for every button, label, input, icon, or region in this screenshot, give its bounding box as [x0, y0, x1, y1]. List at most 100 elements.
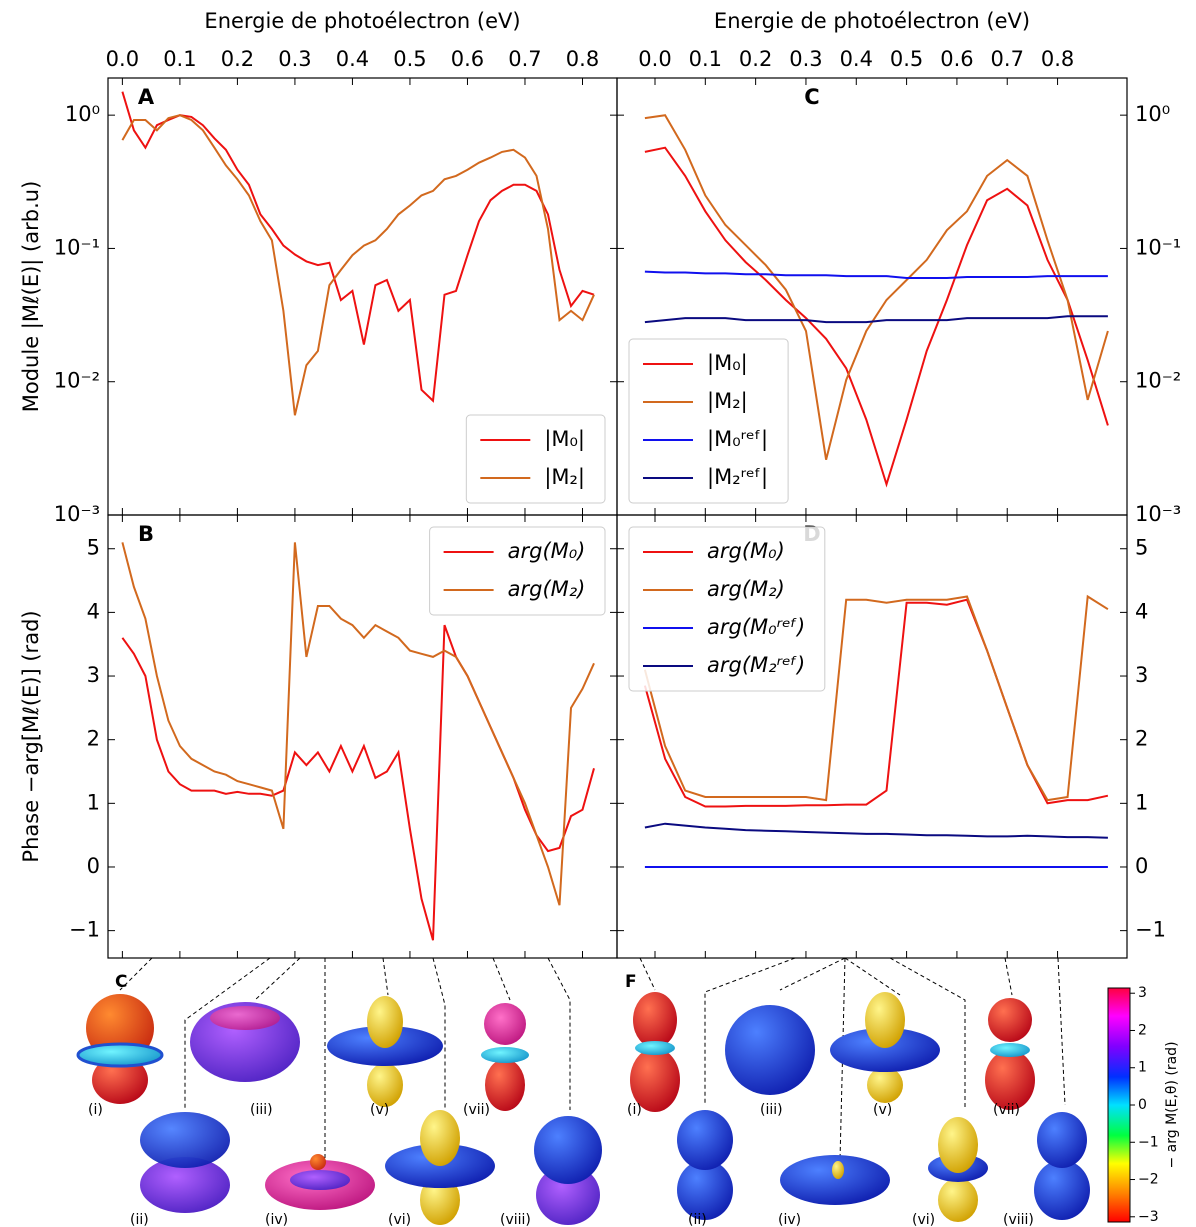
x-axis-label: Energie de photoélectron (eV): [204, 9, 520, 33]
y-tick-label: 10⁰: [1135, 102, 1170, 126]
y-tick-label: 5: [87, 536, 100, 560]
x-tick-label: 0.5: [393, 47, 426, 71]
inset-label: (i): [88, 1102, 103, 1118]
data-line: [121, 542, 595, 906]
legend-frame: [465, 414, 606, 504]
legend-label: arg(M₀): [508, 539, 586, 563]
panel-label: A: [138, 85, 155, 109]
inset-label: (vi): [912, 1212, 935, 1227]
legend-label: |M₂|: [544, 465, 585, 490]
inset-label: (iv): [265, 1212, 288, 1227]
y-axis-label: Phase −arg[Mℓ(E)] (rad): [19, 610, 43, 862]
inset-panel-label: F: [625, 972, 637, 992]
y-tick-label: 4: [1135, 599, 1148, 623]
y-tick-label: 10⁻³: [54, 502, 100, 526]
y-axis-label: Module |Mℓ(E)| (arb.u): [19, 181, 44, 413]
colorbar-label: − arg M(E,θ) (rad): [1164, 1041, 1180, 1168]
y-tick-label: 0: [87, 854, 100, 878]
inset-label: (ii): [688, 1212, 707, 1227]
y-tick-label: 1: [87, 790, 100, 814]
colorbar-tick-label: 1: [1138, 1060, 1147, 1076]
x-tick-label: 0.1: [163, 47, 196, 71]
y-tick-label: 10⁻¹: [54, 235, 100, 259]
inset-label: (vii): [463, 1102, 490, 1118]
inset-label: (viii): [1003, 1212, 1034, 1227]
data-line: [644, 822, 1108, 839]
x-tick-label: 0.2: [221, 47, 254, 71]
inset-label: (ii): [130, 1212, 149, 1227]
legend-label: |M₀ʳᵉᶠ|: [707, 427, 768, 452]
legend-label: arg(M₀): [707, 539, 785, 563]
x-tick-label: 0.7: [508, 47, 541, 71]
x-tick-label: 0.8: [566, 47, 599, 71]
inset-panel-label: C: [115, 972, 127, 992]
x-tick-label: 0.6: [451, 47, 484, 71]
colorbar-tick-label: −1: [1138, 1134, 1159, 1150]
y-tick-label: 5: [1135, 536, 1148, 560]
colorbar: [1107, 987, 1131, 1223]
legend-frame: [628, 338, 789, 504]
legend: |M₀| |M₂|: [465, 414, 606, 504]
y-tick-label: 10⁻²: [1135, 369, 1181, 393]
legend-frame: [628, 526, 826, 692]
x-tick-label: 0.0: [106, 47, 139, 71]
legend-label: arg(M₂): [508, 577, 586, 601]
panel-label: C: [804, 85, 819, 109]
legend-label: |M₀|: [544, 427, 585, 452]
y-tick-label: 3: [1135, 663, 1148, 687]
legend: arg(M₀) arg(M₂) arg(M₀ʳᵉᶠ) arg(M₂ʳᵉᶠ): [628, 526, 826, 692]
x-tick-label: 0.5: [890, 47, 923, 71]
inset-label: (vi): [388, 1212, 411, 1227]
x-tick-label: 0.0: [638, 47, 671, 71]
colorbar-tick-label: 2: [1138, 1022, 1147, 1038]
y-tick-label: 10⁻³: [1135, 502, 1181, 526]
x-tick-label: 0.2: [739, 47, 772, 71]
panel-label: B: [138, 522, 154, 546]
inset-label: (vii): [993, 1102, 1020, 1118]
legend-label: arg(M₂ʳᵉᶠ): [707, 653, 805, 677]
inset-label: (iv): [778, 1212, 801, 1227]
data-line: [121, 91, 595, 403]
legend: |M₀| |M₂| |M₀ʳᵉᶠ| |M₂ʳᵉᶠ|: [628, 338, 789, 504]
orbital-shapes: [76, 992, 1090, 1225]
y-tick-label: 1: [1135, 790, 1148, 814]
legend-label: |M₀|: [707, 351, 748, 376]
connectors: [119, 957, 1066, 1161]
colorbar-tick-label: 3: [1138, 985, 1147, 1001]
data-line: [644, 270, 1108, 279]
inset-label: (iii): [250, 1102, 273, 1118]
y-tick-label: 10⁻²: [54, 369, 100, 393]
y-tick-label: 10⁻¹: [1135, 235, 1181, 259]
data-line: [644, 146, 1109, 488]
y-tick-label: 3: [87, 663, 100, 687]
y-tick-label: −1: [69, 918, 100, 942]
x-tick-label: 0.6: [940, 47, 973, 71]
x-tick-label: 0.4: [336, 47, 369, 71]
data-line: [644, 315, 1108, 324]
colorbar-tick-label: −3: [1138, 1209, 1159, 1225]
data-line: [121, 624, 595, 941]
inset-label: (v): [873, 1102, 892, 1118]
legend-label: |M₂|: [707, 389, 748, 414]
y-tick-label: 2: [87, 727, 100, 751]
x-tick-label: 0.4: [840, 47, 873, 71]
legend-label: arg(M₂): [707, 577, 785, 601]
x-tick-label: 0.3: [278, 47, 311, 71]
panel: −1012345Darg(M₀)arg(M₂)arg(M₀ʳᵉᶠ)arg(M₂ʳ…: [616, 514, 1166, 959]
x-tick-label: 0.7: [991, 47, 1024, 71]
colorbar-tick-label: −2: [1138, 1172, 1159, 1188]
plot-frame: [616, 514, 1128, 959]
x-tick-label: 0.3: [789, 47, 822, 71]
data-line: [644, 114, 1109, 460]
x-tick-label: 0.1: [689, 47, 722, 71]
legend-label: |M₂ʳᵉᶠ|: [707, 465, 768, 490]
data-line: [643, 594, 1109, 802]
panel: 0.0 0.1 0.2 0.3 0.4 0.5 0.6 0.7 0.8 10⁰ 10⁻¹ 10⁻² 10…: [19, 9, 618, 526]
inset-label: (iii): [760, 1102, 783, 1118]
colorbar-tick-label: 0: [1138, 1097, 1147, 1113]
inset-label: (i): [627, 1102, 642, 1118]
y-tick-label: 4: [87, 599, 100, 623]
y-tick-label: −1: [1135, 918, 1166, 942]
